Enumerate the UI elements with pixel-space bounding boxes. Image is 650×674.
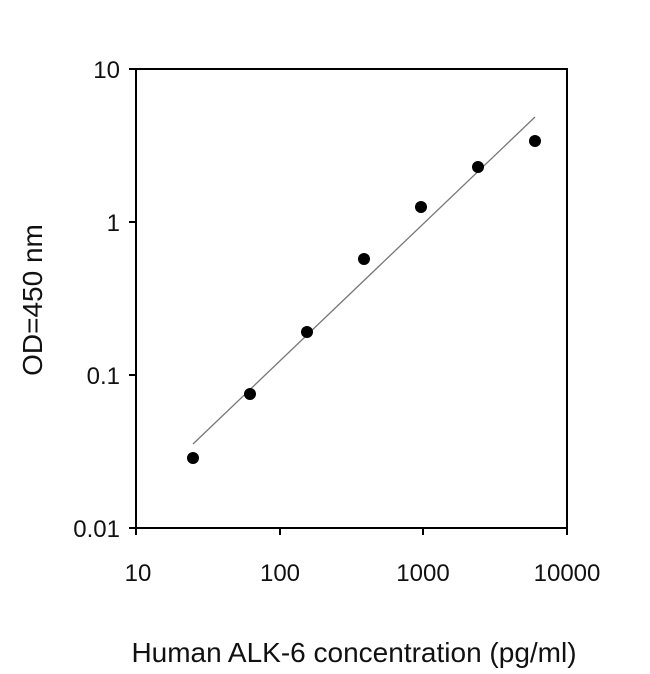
y-axis-title: OD=450 nm <box>17 224 48 376</box>
data-point <box>301 326 313 338</box>
x-axis-title: Human ALK-6 concentration (pg/ml) <box>131 637 576 668</box>
data-point <box>529 135 541 147</box>
y-tick-label: 0.1 <box>87 363 120 390</box>
y-axis: 10 1 0.1 0.01 <box>73 57 136 543</box>
x-tick-label: 10 <box>125 560 152 587</box>
data-point <box>358 253 370 265</box>
y-tick-label: 1 <box>107 210 120 237</box>
x-axis: 10 100 1000 10000 <box>125 528 601 587</box>
y-tick-label: 10 <box>93 57 120 84</box>
data-point <box>415 201 427 213</box>
data-point <box>244 388 256 400</box>
data-points <box>187 135 541 464</box>
y-tick-label: 0.01 <box>73 516 120 543</box>
x-tick-label: 10000 <box>534 560 601 587</box>
x-tick-label: 1000 <box>396 560 449 587</box>
data-point <box>472 161 484 173</box>
plot-frame <box>135 68 568 529</box>
x-tick-label: 100 <box>260 560 300 587</box>
data-point <box>187 452 199 464</box>
